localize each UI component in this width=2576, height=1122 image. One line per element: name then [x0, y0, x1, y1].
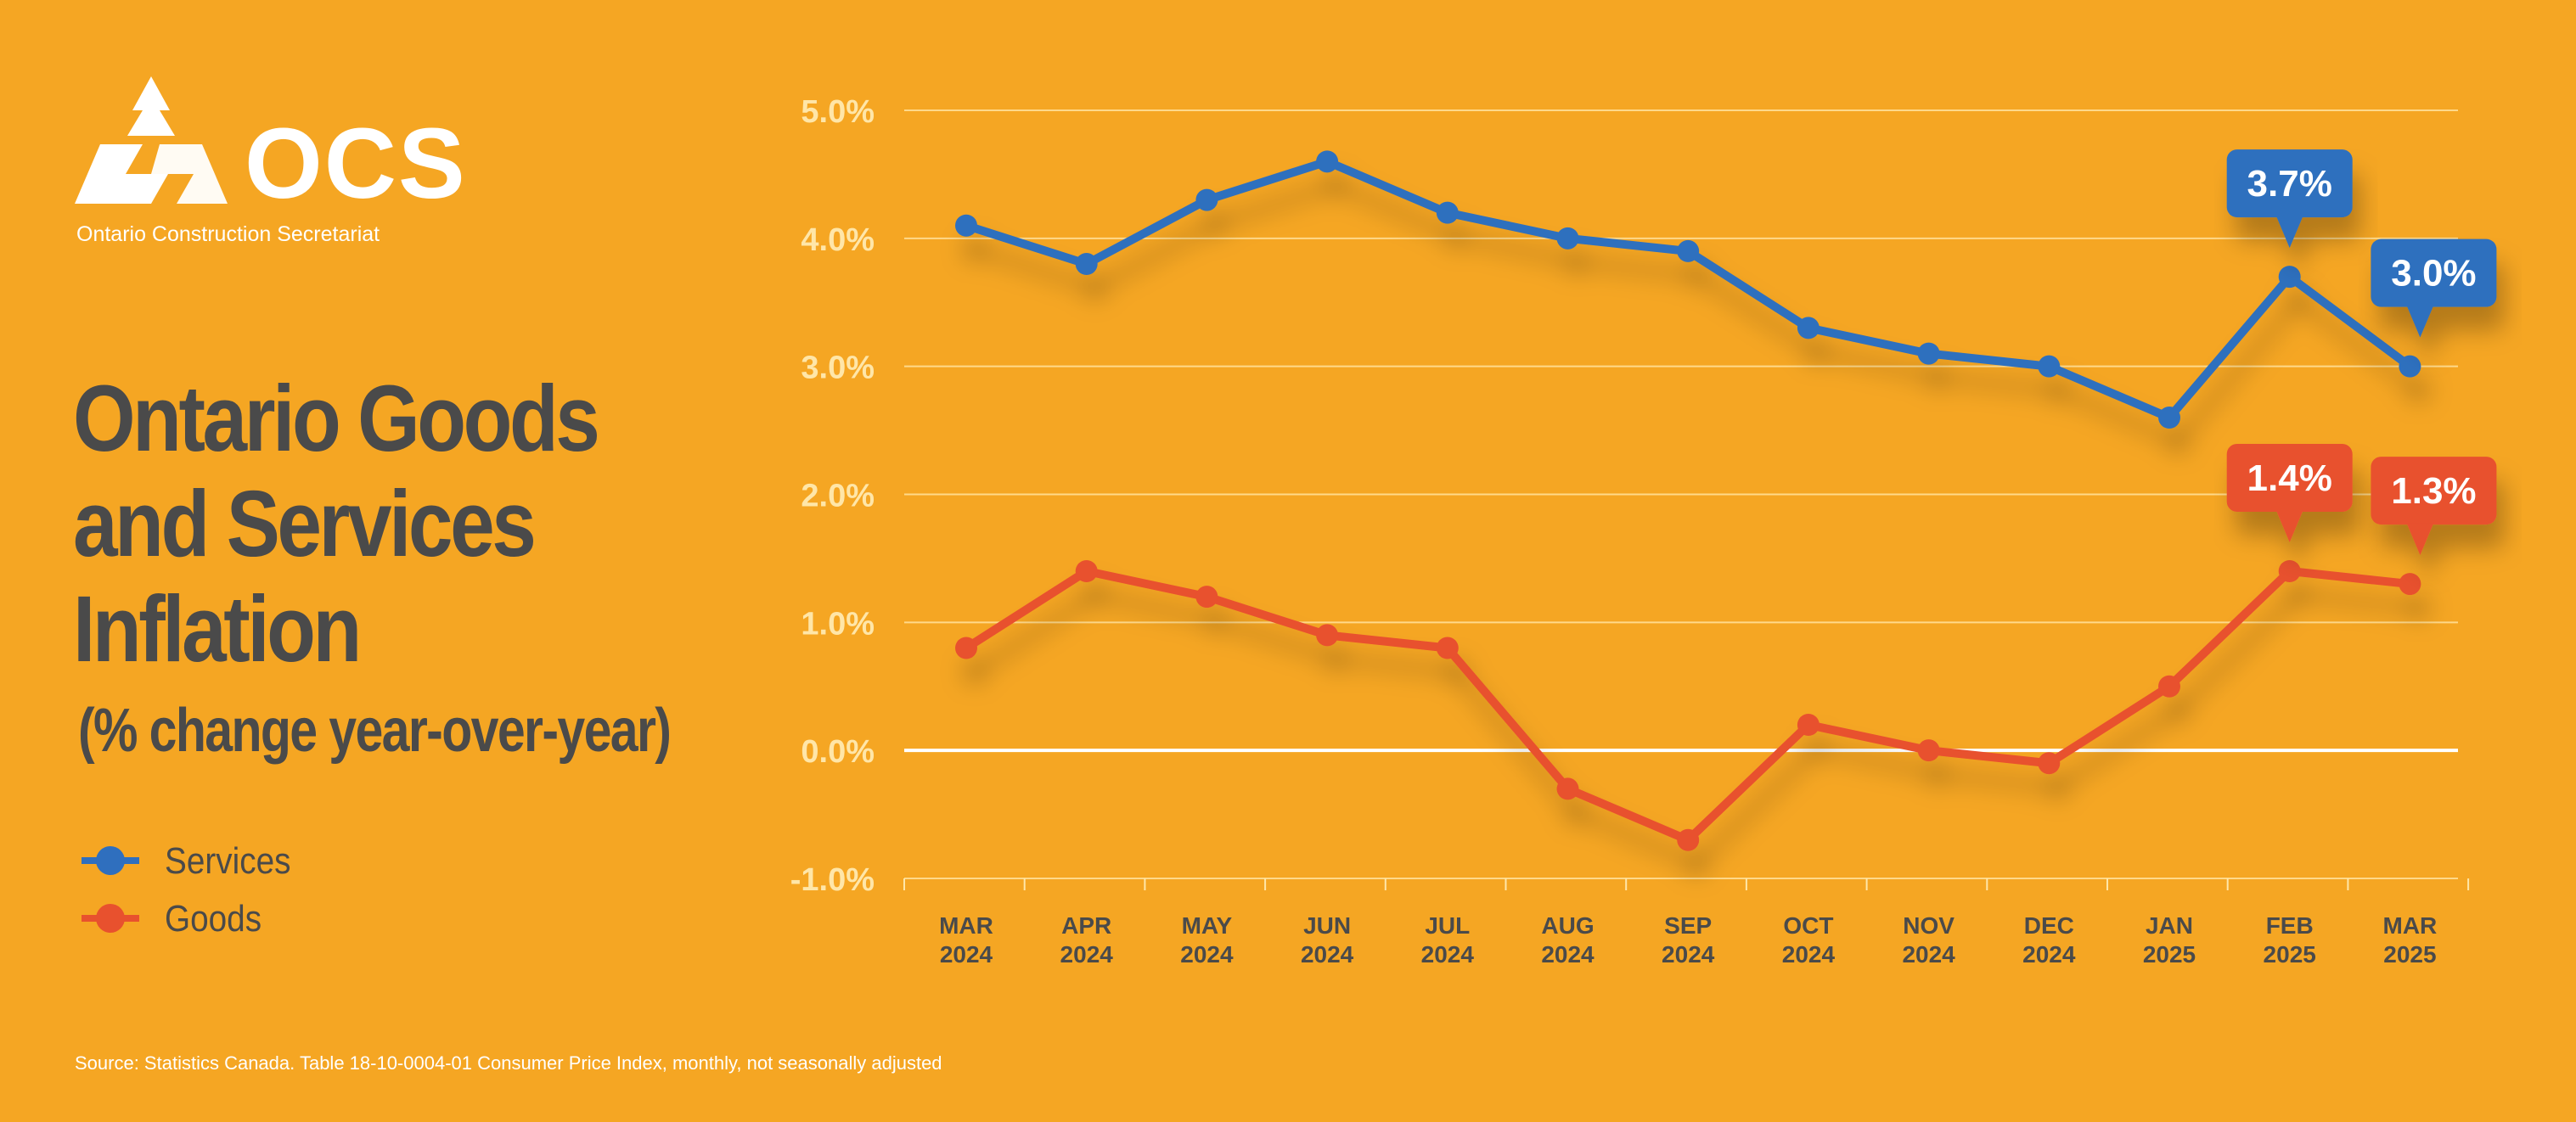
goods-point [1316, 624, 1339, 647]
callout-pointer [2275, 510, 2303, 542]
x-tick-label: MAR 2024 [939, 912, 993, 968]
services-point [2038, 355, 2061, 378]
legend-label: Goods [165, 898, 262, 940]
goods-point [1677, 828, 1700, 851]
services-line [962, 157, 2415, 422]
goods-point [2158, 675, 2180, 698]
goods-point [2038, 752, 2061, 775]
goods-point [1075, 560, 1098, 582]
goods-line [962, 567, 2415, 844]
y-tick-label: -1.0% [790, 862, 875, 898]
callout-pointer [2275, 216, 2303, 249]
services-point [1677, 239, 1700, 262]
goods-callout: 1.3% [2371, 457, 2497, 556]
goods-point [1436, 637, 1459, 659]
y-tick-label: 5.0% [801, 94, 875, 130]
goods-point [955, 637, 977, 659]
logo-subtitle: Ontario Construction Secretariat [76, 222, 380, 246]
callout-box [2226, 149, 2353, 218]
x-tick-label: FEB 2025 [2264, 912, 2316, 968]
goods-point [1195, 586, 1218, 609]
page-title: Ontario Goods and Services Inflation [73, 367, 628, 682]
y-tick-label: 2.0% [801, 479, 875, 514]
services-callout: 3.0% [2371, 238, 2497, 338]
goods-point [1556, 777, 1579, 800]
goods-series [955, 560, 2421, 851]
legend-label: Services [165, 840, 291, 882]
callout-box [2371, 457, 2497, 525]
services-callout: 3.7% [2226, 149, 2353, 249]
services-point [1556, 227, 1579, 250]
x-tick-label: DEC 2024 [2022, 912, 2076, 968]
services-point [2158, 407, 2180, 429]
title-line: and Services [73, 472, 537, 576]
services-point [1075, 253, 1098, 275]
services-series [955, 150, 2421, 429]
x-tick-label: JUN 2024 [1301, 912, 1354, 968]
callout-pointer [2406, 305, 2434, 338]
x-tick-label: JUL 2024 [1421, 912, 1475, 968]
callout-label: 3.7% [2247, 163, 2332, 205]
services-point [2278, 266, 2301, 289]
callout-label: 1.4% [2247, 457, 2332, 499]
callout-label: 1.3% [2391, 470, 2476, 512]
x-tick-label: JAN 2025 [2143, 912, 2196, 968]
x-tick-label: APR 2024 [1060, 912, 1114, 968]
x-tick-label: MAY 2024 [1180, 912, 1234, 968]
page-subtitle: (% change year-over-year) [78, 697, 672, 765]
services-point [1195, 188, 1218, 211]
services-point [1917, 342, 1940, 365]
title-line: Ontario Goods [73, 367, 600, 471]
callout-box [2371, 238, 2497, 307]
goods-callout: 1.4% [2226, 444, 2353, 542]
x-tick-label: OCT 2024 [1782, 912, 1836, 968]
services-point [1316, 150, 1339, 173]
services-point [1436, 201, 1459, 224]
services-point [1797, 317, 1820, 339]
y-tick-label: 0.0% [801, 734, 875, 770]
goods-point [2399, 573, 2421, 596]
services-legend-marker-icon [82, 846, 139, 875]
goods-legend-marker-icon [82, 904, 139, 933]
callout-label: 3.0% [2391, 253, 2476, 295]
logo-wordmark: OCS [245, 108, 467, 220]
goods-point [1917, 739, 1940, 762]
services-point [955, 214, 977, 237]
ocs-flame-icon [75, 76, 228, 204]
title-line: Inflation [73, 577, 362, 682]
x-tick-label: NOV 2024 [1902, 912, 1955, 968]
callout-pointer [2406, 523, 2434, 556]
goods-point [2278, 560, 2301, 582]
x-tick-label: MAR 2025 [2383, 912, 2438, 968]
callout-box [2226, 444, 2353, 512]
y-tick-label: 1.0% [801, 606, 875, 642]
source-note: Source: Statistics Canada. Table 18-10-0… [75, 1052, 942, 1074]
goods-point [1797, 714, 1820, 736]
y-tick-label: 3.0% [801, 351, 875, 386]
y-tick-label: 4.0% [801, 222, 875, 258]
x-tick-label: AUG 2024 [1541, 912, 1595, 968]
services-point [2399, 355, 2421, 378]
x-tick-label: SEP 2024 [1662, 912, 1715, 968]
ocs-logo: OCS Ontario Construction Secretariat [75, 76, 482, 255]
